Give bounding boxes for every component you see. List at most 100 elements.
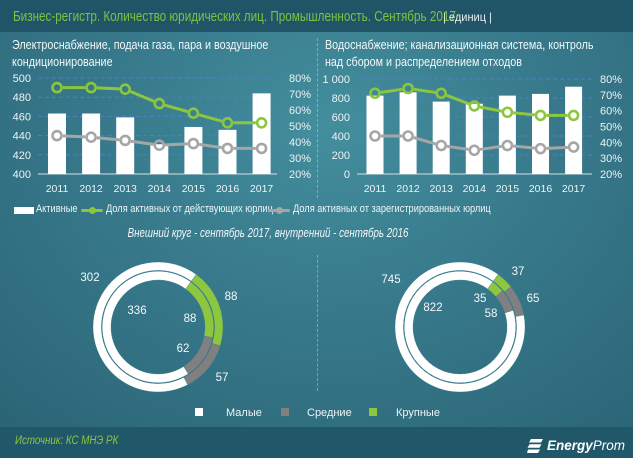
x-axis-tick-label: 2015 bbox=[182, 183, 206, 195]
bar bbox=[150, 144, 169, 174]
chart-title-line: Электроснабжение, подача газа, пара и во… bbox=[12, 38, 269, 52]
line-segment bbox=[198, 113, 223, 123]
data-point-marker bbox=[501, 106, 514, 119]
bar bbox=[48, 113, 66, 174]
line-segment bbox=[165, 142, 188, 147]
data-point-marker bbox=[255, 142, 268, 155]
bar bbox=[399, 92, 417, 174]
y2-axis-tick-label: 70% bbox=[600, 90, 622, 102]
outer-ring-data-label: 88 bbox=[225, 291, 238, 303]
inner-ring-slice-small bbox=[404, 271, 516, 383]
y2-axis-tick-label: 20% bbox=[289, 169, 311, 181]
outer-ring-data-label: 745 bbox=[381, 274, 400, 286]
data-point-marker bbox=[435, 139, 448, 152]
series-line-active-share bbox=[51, 81, 268, 129]
line-segment bbox=[198, 142, 222, 150]
y-axis-tick-label: 1 000 bbox=[322, 74, 350, 86]
header-bar: Бизнес-регистр. Количество юридических л… bbox=[0, 0, 633, 32]
doughnut-chart-electricity: 302 57 88 336 62 88 bbox=[80, 261, 238, 393]
y2-axis-tick-label: 80% bbox=[289, 73, 311, 85]
source-note: Источник: КС МНЭ РК bbox=[15, 435, 119, 447]
data-point-marker bbox=[153, 97, 166, 110]
y2-axis-tick-label: 80% bbox=[600, 74, 622, 86]
y-axis-tick-label: 480 bbox=[13, 92, 31, 104]
data-point-marker bbox=[369, 87, 381, 100]
data-point-marker bbox=[567, 109, 580, 122]
bar bbox=[465, 103, 483, 174]
outer-ring-data-label: 65 bbox=[527, 293, 540, 305]
y-axis-tick-label: 460 bbox=[13, 111, 31, 123]
outer-ring-data-label: 57 bbox=[216, 372, 229, 384]
line-segment bbox=[446, 93, 470, 106]
data-point-marker bbox=[85, 131, 97, 143]
x-axis-tick-label: 2016 bbox=[529, 183, 553, 195]
inner-ring-data-label: 336 bbox=[127, 305, 146, 317]
x-axis-tick-label: 2014 bbox=[463, 183, 487, 195]
x-axis-tick-label: 2012 bbox=[79, 183, 103, 195]
bar bbox=[432, 101, 450, 174]
data-point-marker bbox=[435, 87, 448, 100]
line-segment bbox=[96, 86, 120, 91]
legend-marker-swatch bbox=[89, 207, 96, 214]
line-segment bbox=[413, 136, 437, 146]
y-axis-tick-label: 0 bbox=[344, 169, 350, 181]
outer-ring-slice-small bbox=[92, 261, 197, 393]
data-point-marker bbox=[119, 134, 131, 147]
bar bbox=[82, 113, 101, 174]
data-point-marker bbox=[402, 82, 414, 95]
legend-swatch-small bbox=[195, 408, 203, 416]
logo-wordmark: EnergyProm bbox=[547, 438, 625, 453]
panel-divider-bottom bbox=[317, 255, 318, 391]
y2-axis-tick-label: 40% bbox=[289, 137, 311, 149]
x-axis-tick-label: 2011 bbox=[364, 183, 387, 195]
line-segment bbox=[513, 111, 535, 117]
combo-chart-electricity: 400 420 440 460 480 500 20% 30% 40% 50% 60% 70% 80% 2… bbox=[13, 73, 312, 195]
combo-chart-water: 0 200 400 600 800 1 000 20% 30% 40% 50% 60% 70% 80% 2… bbox=[322, 74, 622, 195]
legend-swatch-medium bbox=[281, 408, 289, 416]
x-axis-tick-label: 2013 bbox=[114, 183, 138, 195]
y2-axis-tick-label: 70% bbox=[289, 89, 311, 101]
legend-swatch-large bbox=[369, 408, 377, 416]
chart-title-line: Водоснабжение; канализационная система, … bbox=[325, 38, 594, 52]
legend-label-medium: Средние bbox=[307, 407, 352, 419]
energyprom-logo-icon bbox=[527, 439, 543, 453]
data-point-marker bbox=[153, 139, 166, 151]
series-line-registered-share bbox=[369, 130, 580, 157]
x-axis-tick-label: 2017 bbox=[250, 183, 274, 195]
y2-axis-tick-label: 50% bbox=[600, 122, 622, 134]
line-segment bbox=[130, 139, 154, 146]
data-point-marker bbox=[501, 139, 514, 152]
line-segment bbox=[546, 145, 568, 150]
y2-axis-tick-label: 20% bbox=[600, 169, 622, 181]
outer-ring-slice-small bbox=[394, 261, 526, 393]
y-axis-tick-label: 600 bbox=[332, 112, 350, 124]
x-axis-tick-label: 2016 bbox=[216, 183, 240, 195]
data-point-marker bbox=[51, 129, 63, 142]
legend-label-large: Крупные bbox=[396, 407, 440, 419]
data-point-marker bbox=[85, 81, 97, 94]
data-point-marker bbox=[221, 142, 234, 155]
x-axis-tick-label: 2014 bbox=[148, 183, 172, 195]
line-segment bbox=[513, 144, 535, 150]
line-segment bbox=[129, 90, 155, 103]
data-point-marker bbox=[369, 130, 381, 142]
y2-axis-tick-label: 30% bbox=[600, 153, 622, 165]
legend-bar-swatch bbox=[14, 207, 34, 214]
series-line-registered-share bbox=[51, 129, 268, 155]
data-point-marker bbox=[221, 117, 234, 129]
data-point-marker bbox=[468, 144, 481, 157]
line-segment bbox=[380, 87, 403, 94]
data-point-marker bbox=[187, 107, 200, 119]
line-segment bbox=[413, 87, 436, 94]
data-point-marker bbox=[534, 142, 547, 155]
logo-word-prom: Prom bbox=[592, 438, 626, 453]
line-segment bbox=[446, 144, 469, 151]
y-axis-tick-label: 500 bbox=[13, 73, 31, 85]
data-point-marker bbox=[51, 81, 63, 94]
inner-ring-slice-small bbox=[102, 271, 192, 383]
footer-bar: Источник: КС МНЭ РК EnergyProm bbox=[0, 427, 633, 458]
doughnut-chart-water: 745 65 37 822 58 35 bbox=[381, 261, 540, 393]
bar bbox=[565, 86, 583, 174]
y-axis-tick-label: 400 bbox=[13, 169, 31, 181]
line-segment bbox=[479, 144, 502, 151]
